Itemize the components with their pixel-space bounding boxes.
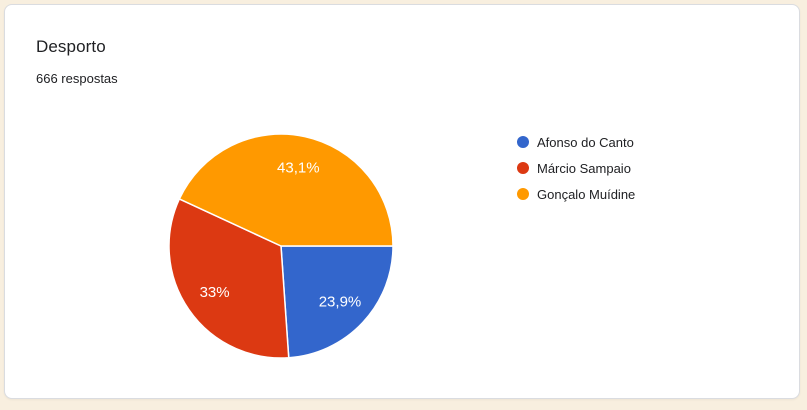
legend-item: Gonçalo Muídine	[517, 181, 635, 207]
pie-slice-label: 43,1%	[277, 159, 320, 176]
responses-count: 666 respostas	[36, 71, 118, 86]
legend-swatch-icon	[517, 188, 529, 200]
pie-slice-label: 23,9%	[319, 293, 362, 310]
question-title: Desporto	[36, 37, 106, 56]
results-card: Desporto 666 respostas 23,9% 33% 43,1% Afo…	[4, 4, 800, 399]
legend-item: Afonso do Canto	[517, 129, 635, 155]
chart-legend: Afonso do Canto Márcio Sampaio Gonçalo M…	[517, 129, 635, 207]
pie-slice	[178, 133, 394, 247]
legend-label: Afonso do Canto	[537, 134, 634, 150]
pie-chart-svg: 23,9% 33% 43,1%	[168, 133, 394, 359]
pie-slice	[280, 245, 394, 359]
legend-label: Gonçalo Muídine	[537, 186, 636, 202]
pie-slice-label: 33%	[200, 284, 230, 301]
legend-item: Márcio Sampaio	[517, 155, 635, 181]
legend-label: Márcio Sampaio	[537, 160, 631, 176]
pie-chart: 23,9% 33% 43,1%	[163, 128, 399, 364]
legend-swatch-icon	[517, 162, 529, 174]
legend-swatch-icon	[517, 136, 529, 148]
pie-slice	[168, 198, 290, 359]
